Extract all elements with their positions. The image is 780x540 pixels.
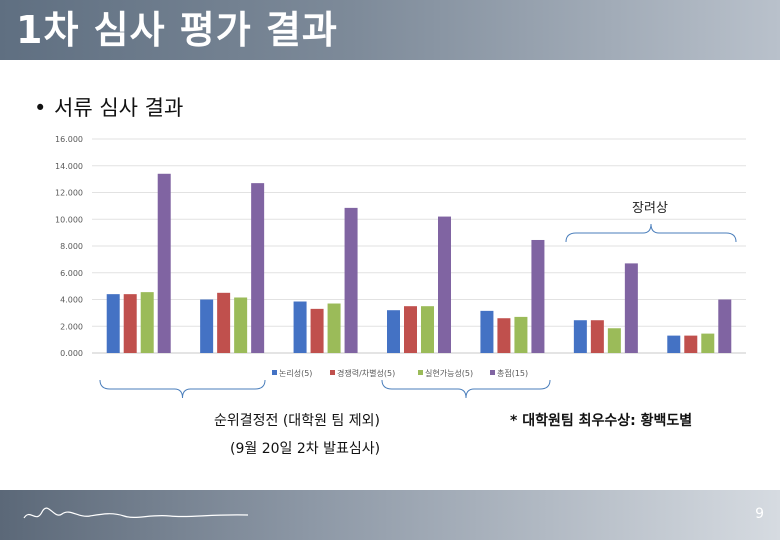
bar [497,318,511,353]
bar [200,299,214,353]
group-subcaption: (9월 20일 2차 발표심사) [230,441,381,457]
y-tick-label: 2.000 [60,322,83,331]
bars [106,173,732,353]
bar [531,239,545,353]
brace [99,379,266,399]
bar [438,216,451,353]
legend-label: 논리성(5) [279,369,312,378]
legend-swatch [272,370,277,375]
y-tick-label: 10.000 [55,215,83,224]
bar [251,183,265,353]
brace [565,223,737,243]
bar [607,328,621,353]
y-tick-label: 8.000 [60,242,83,251]
bar [387,310,400,353]
bar [234,297,248,353]
y-tick-label: 0.000 [60,349,83,358]
y-tick-label: 6.000 [60,269,83,278]
annotation-label: 장려상 [632,201,668,216]
y-tick-label: 16.000 [55,135,83,144]
bar [140,292,154,353]
bar [123,294,137,353]
bar [667,335,681,353]
legend-swatch [418,370,423,375]
bar [106,294,120,353]
bar [293,301,307,353]
bar [684,335,698,353]
page-title: 1차 심사 평가 결과 [16,8,338,52]
legend-label: 총점(15) [497,368,528,378]
title-bar: 1차 심사 평가 결과 [0,0,780,60]
legend-label: 경쟁력/차별성(5) [337,368,395,378]
bar [404,306,417,353]
bar [217,292,231,353]
bar-chart: 0.000 2.000 4.000 6.000 8.000 10.000 12.000 14.… [55,135,746,399]
group-caption: 순위결정전 (대학원 팀 제외) [214,413,380,429]
bar [624,263,638,353]
y-axis-labels: 0.000 2.000 4.000 6.000 8.000 10.000 12.000 14.… [55,135,83,358]
signature-graphic [23,507,249,519]
footer-bar: 9 [0,490,780,540]
award-note: * 대학원팀 최우수상: 황백도별 [510,413,693,429]
bullet-text: 서류 심사 결과 [54,96,184,120]
bar [310,308,324,353]
legend-swatch [330,370,335,375]
y-tick-label: 4.000 [60,296,83,305]
bar [421,306,434,353]
y-tick-label: 14.000 [55,162,83,171]
bar [573,320,587,353]
legend-label: 실현가능성(5) [425,368,473,378]
grid-lines [92,138,746,354]
bar [344,207,358,353]
y-tick-label: 12.000 [55,189,83,198]
bar [718,299,732,353]
bar [590,320,604,353]
braces [99,223,737,399]
bar [514,316,528,353]
bar [157,173,171,353]
bar [480,310,494,353]
bar [327,303,341,353]
legend-swatch [490,370,495,375]
legend: 논리성(5) 경쟁력/차별성(5) 실현가능성(5) 총점(15) [272,368,528,378]
bullet-item: • 서류 심사 결과 [34,92,183,122]
page-number: 9 [755,506,764,522]
bar [701,333,715,353]
brace [381,379,551,399]
